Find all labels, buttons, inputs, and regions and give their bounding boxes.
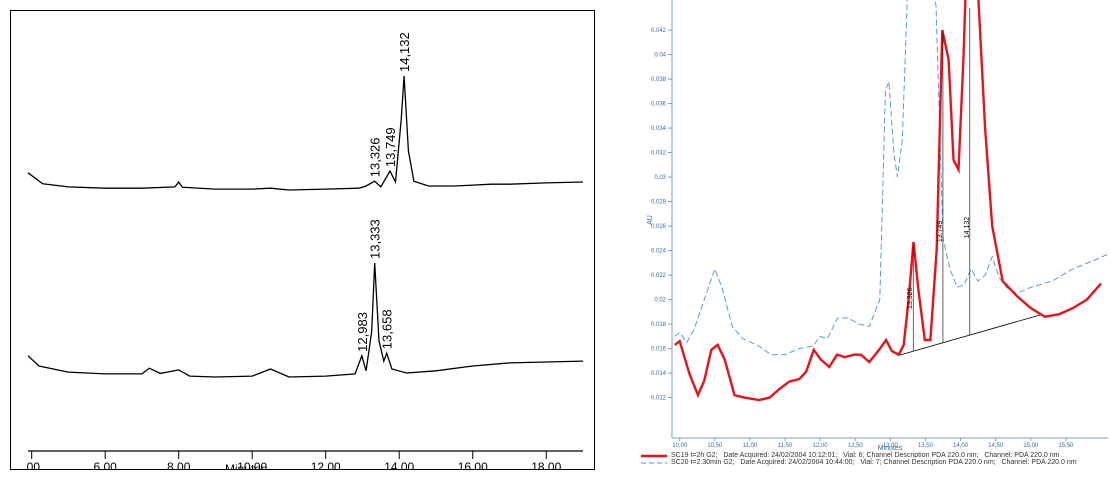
trace xyxy=(27,262,584,378)
y-tick-label: 0.036 xyxy=(651,102,667,108)
y-tick-label: 0.026 xyxy=(651,224,667,230)
peak-label: 13,326 xyxy=(367,137,382,177)
x-tick-label: 6,00 xyxy=(94,460,118,470)
x-tick-label: 15,00 xyxy=(1023,443,1039,449)
chromatogram-left: ,00 6,00 8,00 10,00 12,00 14,00 16,00 18,00 Minu… xyxy=(10,10,595,470)
legend-entry: SC19 t=2h G2; Date Acquired: 24/02/2004 … xyxy=(640,452,1108,459)
x-tick-label: 11,00 xyxy=(743,443,758,449)
legend-label: SC20 t=2.30min G2; Date Acquired: 24/02/… xyxy=(671,459,1077,466)
legend-label: SC19 t=2h G2; Date Acquired: 24/02/2004 … xyxy=(671,452,1060,459)
legend-swatch xyxy=(641,454,667,458)
y-tick-label: 0.018 xyxy=(651,322,667,328)
x-tick-label: 8,00 xyxy=(167,460,191,470)
x-tick-label: 14,00 xyxy=(953,443,969,449)
y-tick-label: 0.034 xyxy=(651,126,667,132)
x-tick-label: ,00 xyxy=(23,460,40,470)
peak-label: 13,658 xyxy=(380,309,395,349)
peak-label: 13,749 xyxy=(937,221,944,243)
x-axis-label: Minutes xyxy=(878,445,903,452)
y-tick-label: 0.04 xyxy=(654,53,666,59)
x-tick-label: 10,50 xyxy=(707,443,723,449)
legend-entry: SC20 t=2.30min G2; Date Acquired: 24/02/… xyxy=(640,459,1108,466)
x-tick-label: 11,50 xyxy=(778,443,793,449)
y-tick-label: 0.012 xyxy=(651,396,667,402)
trace xyxy=(27,75,584,191)
x-tick-label: 12,00 xyxy=(311,460,341,470)
y-tick-label: 0.032 xyxy=(651,151,667,157)
x-tick-label: 10,00 xyxy=(672,443,688,449)
y-tick-label: 0.03 xyxy=(654,175,666,181)
y-axis-label: AU xyxy=(647,215,654,225)
x-axis-label: Minutes xyxy=(225,462,267,470)
x-tick-label: 18,00 xyxy=(531,460,561,470)
plot: 13,326 13,749 14,132 xyxy=(674,0,1109,402)
y-tick-label: 0.042 xyxy=(651,28,667,34)
peak-label: 12,983 xyxy=(355,312,370,352)
peak-label: 13,749 xyxy=(383,127,398,167)
trace xyxy=(674,0,1109,356)
x-tick-label: 16,00 xyxy=(458,460,488,470)
y-tick-label: 0.024 xyxy=(651,249,667,255)
trace xyxy=(674,0,1102,402)
x-tick-label: 10,00 xyxy=(237,460,267,470)
x-tick-label: 12,50 xyxy=(848,443,864,449)
legend: SC19 t=2h G2; Date Acquired: 24/02/2004 … xyxy=(640,452,1108,466)
chromatogram-right: AU Minutes 0.012 0.014 0.016 0.018 0.02 0.022… xyxy=(647,0,1109,452)
peak-label: 13,326 xyxy=(907,287,914,309)
x-tick-label: 14,50 xyxy=(988,443,1004,449)
y-tick-label: 0.016 xyxy=(651,347,667,353)
x-tick-label: 13,00 xyxy=(883,443,899,449)
y-tick-label: 0.028 xyxy=(651,200,667,206)
peak-label: 14,132 xyxy=(397,32,412,72)
x-tick-label: 15,50 xyxy=(1058,443,1074,449)
y-tick-label: 0.014 xyxy=(651,371,667,377)
y-tick-label: 0.02 xyxy=(654,298,666,304)
x-tick-label: 12,00 xyxy=(813,443,829,449)
x-tick-label: 13,50 xyxy=(918,443,934,449)
x-tick-label: 14,00 xyxy=(384,460,414,470)
peak-label: 14,132 xyxy=(964,217,971,239)
legend-swatch xyxy=(641,462,667,464)
y-tick-label: 0.022 xyxy=(651,273,667,279)
y-tick-label: 0.038 xyxy=(651,77,667,83)
peak-label: 13,333 xyxy=(368,219,383,259)
